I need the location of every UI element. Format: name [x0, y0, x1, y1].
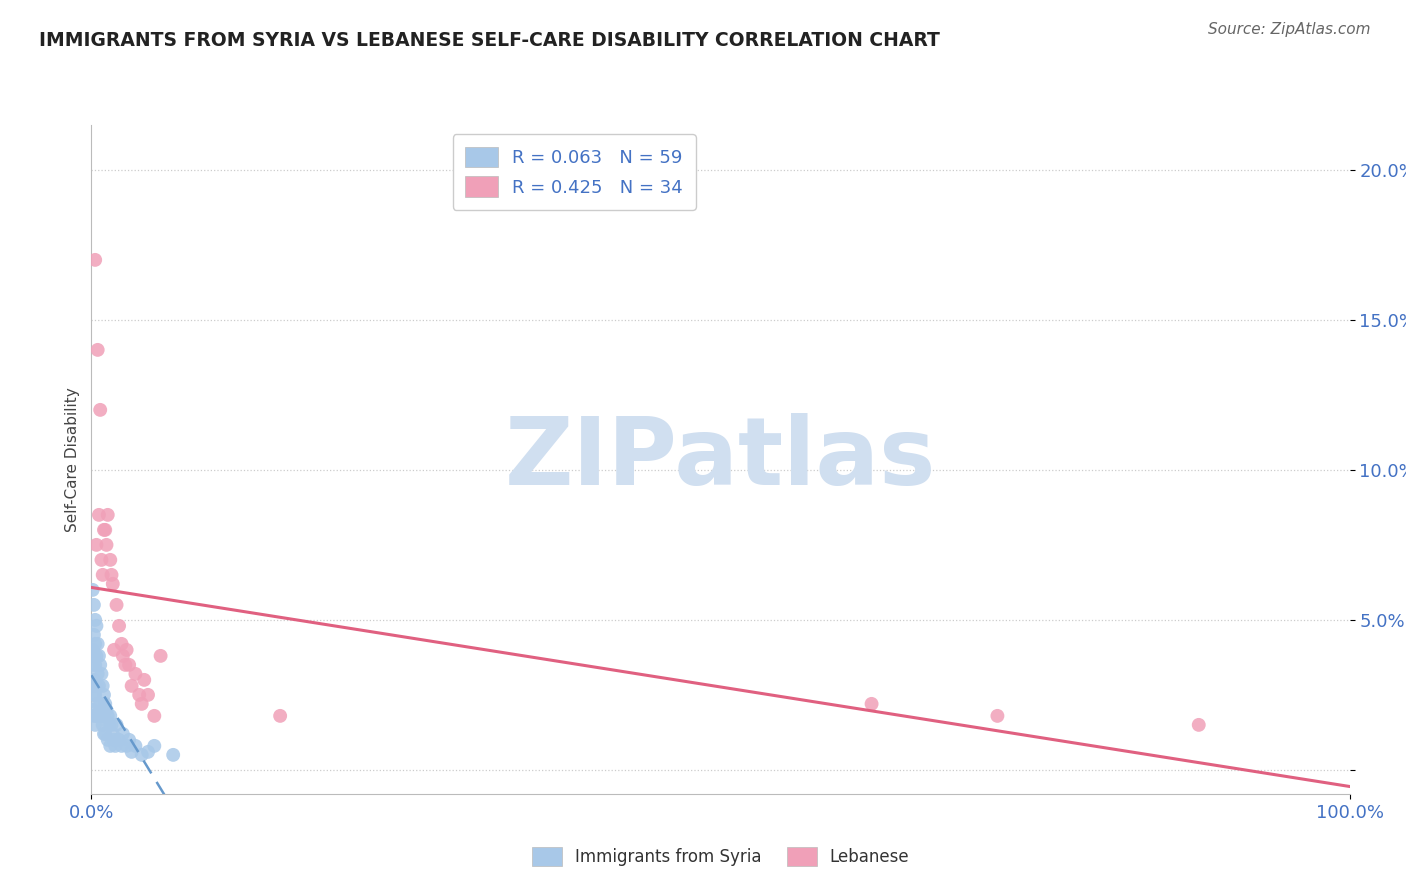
Point: [94, 523, 117, 537]
Point: [84, 718, 107, 732]
Point: [121, 679, 143, 693]
Point: [87, 679, 110, 693]
Point: [136, 688, 159, 702]
Point: [115, 739, 138, 753]
Point: [131, 697, 153, 711]
Point: [108, 732, 131, 747]
Point: [84, 688, 107, 702]
Point: [90, 709, 112, 723]
Point: [84, 252, 107, 267]
Point: [986, 709, 1008, 723]
Point: [86, 637, 108, 651]
Point: [83, 688, 105, 702]
Point: [83, 648, 105, 663]
Point: [94, 727, 117, 741]
Point: [86, 679, 108, 693]
Point: [134, 673, 156, 687]
Point: [1188, 718, 1211, 732]
Point: [121, 745, 143, 759]
Point: [89, 657, 111, 672]
Point: [103, 732, 125, 747]
Point: [97, 732, 120, 747]
Text: Source: ZipAtlas.com: Source: ZipAtlas.com: [1208, 22, 1371, 37]
Point: [96, 703, 118, 717]
Point: [83, 709, 105, 723]
Point: [105, 598, 128, 612]
Point: [91, 718, 114, 732]
Point: [82, 582, 104, 597]
Point: [143, 709, 166, 723]
Point: [94, 697, 117, 711]
Y-axis label: Self-Care Disability: Self-Care Disability: [65, 387, 80, 532]
Point: [84, 613, 107, 627]
Point: [269, 709, 291, 723]
Point: [91, 567, 114, 582]
Point: [124, 666, 146, 681]
Point: [96, 538, 118, 552]
Point: [86, 538, 108, 552]
Point: [82, 657, 104, 672]
Point: [124, 739, 146, 753]
Text: IMMIGRANTS FROM SYRIA VS LEBANESE SELF-CARE DISABILITY CORRELATION CHART: IMMIGRANTS FROM SYRIA VS LEBANESE SELF-C…: [39, 31, 941, 50]
Point: [90, 666, 112, 681]
Point: [93, 523, 115, 537]
Point: [87, 709, 110, 723]
Point: [84, 637, 107, 651]
Point: [83, 673, 105, 687]
Point: [101, 577, 124, 591]
Point: [93, 688, 115, 702]
Point: [108, 619, 131, 633]
Point: [87, 508, 110, 522]
Point: [105, 718, 128, 732]
Point: [149, 648, 172, 663]
Point: [86, 697, 108, 711]
Point: [82, 643, 104, 657]
Point: [97, 709, 120, 723]
Point: [111, 648, 134, 663]
Point: [162, 747, 184, 762]
Point: [82, 679, 104, 693]
Point: [111, 727, 134, 741]
Point: [97, 508, 120, 522]
Point: [100, 718, 122, 732]
Text: ZIPatlas: ZIPatlas: [505, 413, 936, 506]
Point: [143, 739, 166, 753]
Point: [131, 747, 153, 762]
Point: [89, 697, 111, 711]
Point: [115, 643, 138, 657]
Point: [90, 553, 112, 567]
Point: [98, 739, 121, 753]
Point: [118, 732, 141, 747]
Point: [89, 403, 111, 417]
Point: [98, 709, 121, 723]
Point: [86, 619, 108, 633]
Point: [86, 648, 108, 663]
Point: [110, 637, 132, 651]
Point: [84, 657, 107, 672]
Point: [136, 745, 159, 759]
Point: [100, 567, 122, 582]
Point: [83, 628, 105, 642]
Point: [86, 709, 108, 723]
Point: [103, 643, 125, 657]
Point: [98, 553, 121, 567]
Point: [114, 657, 136, 672]
Point: [104, 739, 127, 753]
Point: [93, 709, 115, 723]
Point: [860, 697, 883, 711]
Point: [128, 688, 150, 702]
Point: [86, 343, 108, 357]
Point: [87, 648, 110, 663]
Legend: Immigrants from Syria, Lebanese: Immigrants from Syria, Lebanese: [524, 840, 917, 872]
Point: [83, 598, 105, 612]
Point: [91, 679, 114, 693]
Point: [118, 657, 141, 672]
Point: [82, 703, 104, 717]
Point: [93, 727, 115, 741]
Point: [110, 739, 132, 753]
Point: [98, 718, 121, 732]
Point: [86, 666, 108, 681]
Point: [101, 727, 124, 741]
